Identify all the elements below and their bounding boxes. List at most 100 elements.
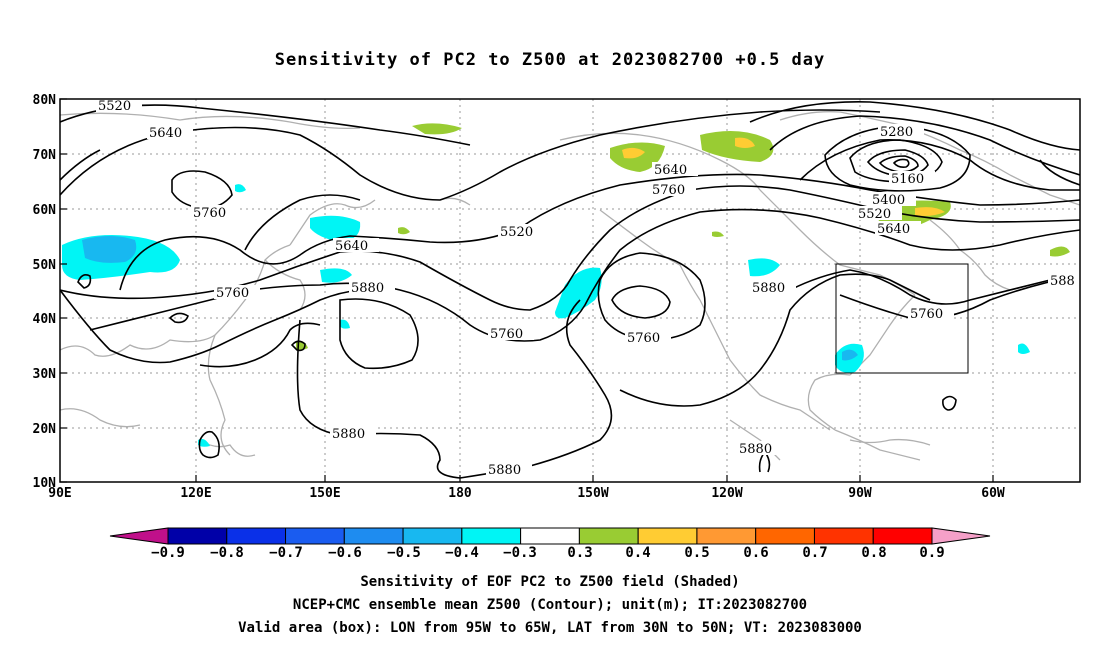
contour-label: 5640 xyxy=(877,222,910,237)
lon-label: 90E xyxy=(48,486,71,501)
lat-label: 50N xyxy=(33,258,57,273)
contour-inner-low xyxy=(611,285,671,319)
contour-label: 5880 xyxy=(351,281,384,296)
contour-label: 5880 xyxy=(752,281,785,296)
lat-label: 30N xyxy=(33,367,57,382)
colorbar-label: 0.7 xyxy=(802,545,827,561)
sensitivity-shading xyxy=(62,123,1070,447)
colorbar xyxy=(109,527,991,545)
colorbar-label: −0.5 xyxy=(387,545,421,561)
contour-labels: 5520 5640 5760 5640 5760 5880 5520 5640 … xyxy=(96,99,1080,478)
colorbar-box xyxy=(696,527,757,545)
colorbar-label: 0.6 xyxy=(743,545,768,561)
contour-tiny2 xyxy=(77,274,92,289)
colorbar-box xyxy=(872,527,933,545)
map-title: Sensitivity of PC2 to Z500 at 2023082700… xyxy=(274,50,826,70)
colorbar-label: −0.6 xyxy=(328,545,362,561)
colorbar-label: 0.8 xyxy=(861,545,886,561)
lat-label: 20N xyxy=(33,422,57,437)
lat-label: 40N xyxy=(33,312,57,327)
contour-tiny3 xyxy=(290,340,306,352)
colorbar-label: −0.9 xyxy=(151,545,185,561)
contour-5760-closed-low xyxy=(597,252,706,341)
colorbar-box xyxy=(167,527,228,545)
colorbar-right-tip xyxy=(931,527,991,545)
contour-label: 5760 xyxy=(490,327,523,342)
contour-label: 5760 xyxy=(193,206,226,221)
contour-label: 5880 xyxy=(332,427,365,442)
colorbar-label: −0.3 xyxy=(503,545,537,561)
lon-label: 60W xyxy=(981,486,1005,501)
colorbar-label: −0.8 xyxy=(210,545,244,561)
contour-low-5 xyxy=(892,158,910,168)
contour-5880-pacific xyxy=(529,299,613,467)
colorbar-box xyxy=(402,527,463,545)
contour-5880-na xyxy=(619,273,931,407)
colorbar-label: 0.3 xyxy=(567,545,592,561)
contour-label: 5880 xyxy=(739,442,772,457)
contour-5760-closed-asia xyxy=(171,170,233,210)
valid-area-box xyxy=(835,263,969,374)
contour-5880-west xyxy=(60,289,361,364)
latitude-labels: 80N 70N 60N 50N 40N 30N 20N 10N xyxy=(33,93,57,491)
contour-small-circle xyxy=(942,395,957,411)
colorbar-label: −0.4 xyxy=(445,545,479,561)
contour-west-edge xyxy=(60,149,101,181)
lon-label: 150W xyxy=(577,486,608,501)
colorbar-box xyxy=(755,527,815,545)
colorbar-box xyxy=(637,527,698,545)
contour-label: 5400 xyxy=(872,193,905,208)
colorbar-boxes xyxy=(167,527,933,545)
lon-label: 90W xyxy=(848,486,872,501)
contour-5280-ring xyxy=(769,115,1080,176)
colorbar-box xyxy=(813,527,874,545)
contour-5640-north xyxy=(60,109,881,201)
colorbar-box xyxy=(520,527,580,545)
longitude-labels: 90E 120E 150E 180 150W 120W 90W 60W xyxy=(48,486,1005,501)
contour-label: 5760 xyxy=(652,183,685,198)
colorbar-label: 0.9 xyxy=(919,545,944,561)
contour-label: 5760 xyxy=(216,286,249,301)
lat-label: 10N xyxy=(33,476,57,491)
contour-label: 5640 xyxy=(149,126,182,141)
contour-5880-closed xyxy=(339,298,419,370)
contour-label: 5160 xyxy=(891,172,924,187)
colorbar-box xyxy=(226,527,287,545)
contour-low-4 xyxy=(878,155,919,173)
caption-line-3: Valid area (box): LON from 95W to 65W, L… xyxy=(238,620,862,636)
caption-line-1: Sensitivity of EOF PC2 to Z500 field (Sh… xyxy=(360,574,740,590)
contour-label: 5760 xyxy=(910,307,943,322)
lon-label: 150E xyxy=(309,486,340,501)
contour-east-edge xyxy=(1039,159,1080,186)
lon-label: 180 xyxy=(448,486,472,501)
colorbar-label: 0.4 xyxy=(625,545,650,561)
contour-tiny xyxy=(168,312,189,324)
contour-low-3 xyxy=(866,149,929,177)
colorbar-left-tip xyxy=(109,527,169,545)
lat-label: 70N xyxy=(33,148,57,163)
contour-label: 5640 xyxy=(654,163,687,178)
caption-line-2: NCEP+CMC ensemble mean Z500 (Contour); u… xyxy=(292,597,808,613)
colorbar-label: −0.7 xyxy=(269,545,303,561)
contour-label: 5760 xyxy=(627,331,660,346)
contour-5640-asia xyxy=(244,194,361,251)
contour-small-asia xyxy=(198,430,220,459)
contour-5880-south xyxy=(199,322,321,368)
colorbar-box xyxy=(461,527,522,545)
lat-label: 80N xyxy=(33,93,57,108)
contour-label: 588 xyxy=(1050,274,1075,289)
contour-label: 5280 xyxy=(880,125,913,140)
lon-label: 120W xyxy=(711,486,742,501)
colorbar-box xyxy=(343,527,404,545)
map-frame xyxy=(59,98,1081,483)
lon-label: 120E xyxy=(180,486,211,501)
colorbar-label: 0.5 xyxy=(684,545,709,561)
contour-high-lat xyxy=(749,101,1080,151)
contour-label: 5640 xyxy=(335,239,368,254)
contour-low-2 xyxy=(849,139,943,183)
colorbar-box xyxy=(578,527,639,545)
colorbar-labels: −0.9 −0.8 −0.7 −0.6 −0.5 −0.4 −0.3 0.3 0… xyxy=(151,545,945,561)
contour-label: 5880 xyxy=(488,463,521,478)
colorbar-box xyxy=(285,527,345,545)
